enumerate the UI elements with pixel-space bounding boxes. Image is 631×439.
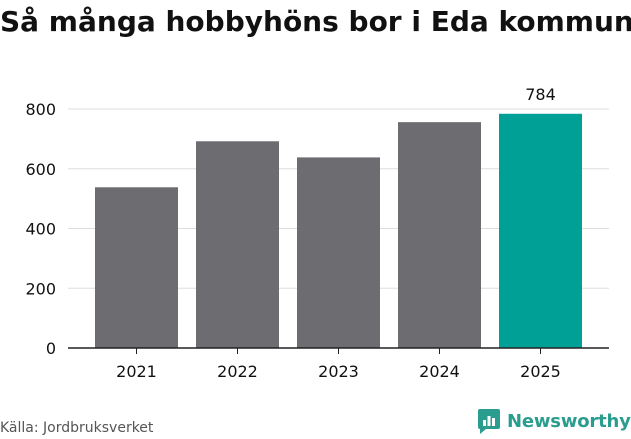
bar-2024 [398, 122, 481, 349]
x-tick-label-2021: 2021 [116, 362, 157, 381]
bar-2021 [95, 187, 178, 348]
y-tick-label-0: 0 [46, 339, 56, 358]
y-tick-label-800: 800 [25, 100, 56, 119]
x-axis-tick-labels: 2021 2022 2023 2024 2025 [116, 362, 561, 381]
y-tick-label-600: 600 [25, 160, 56, 179]
y-axis-tick-labels: 0 200 400 600 800 [25, 100, 56, 358]
y-tick-label-400: 400 [25, 220, 56, 239]
bars [95, 113, 582, 349]
x-tick-label-2025: 2025 [520, 362, 561, 381]
brand-name: Newsworthy [507, 410, 631, 432]
data-label-2025: 784 [525, 85, 556, 104]
newsworthy-brand[interactable]: Newsworthy [477, 407, 631, 435]
chart-title: Så många hobbyhöns bor i Eda kommun [0, 5, 631, 38]
bar-2025 [499, 113, 582, 348]
y-tick-label-200: 200 [25, 279, 56, 298]
x-tick-label-2023: 2023 [318, 362, 359, 381]
data-labels: 784 [525, 85, 556, 104]
x-tick-label-2022: 2022 [217, 362, 258, 381]
bar-2023 [297, 157, 380, 348]
source-note: Källa: Jordbruksverket [0, 420, 154, 436]
newsworthy-logo-icon [478, 409, 500, 434]
x-tick-label-2024: 2024 [419, 362, 460, 381]
bar-2022 [196, 141, 279, 348]
x-axis-ticks [136, 348, 541, 354]
